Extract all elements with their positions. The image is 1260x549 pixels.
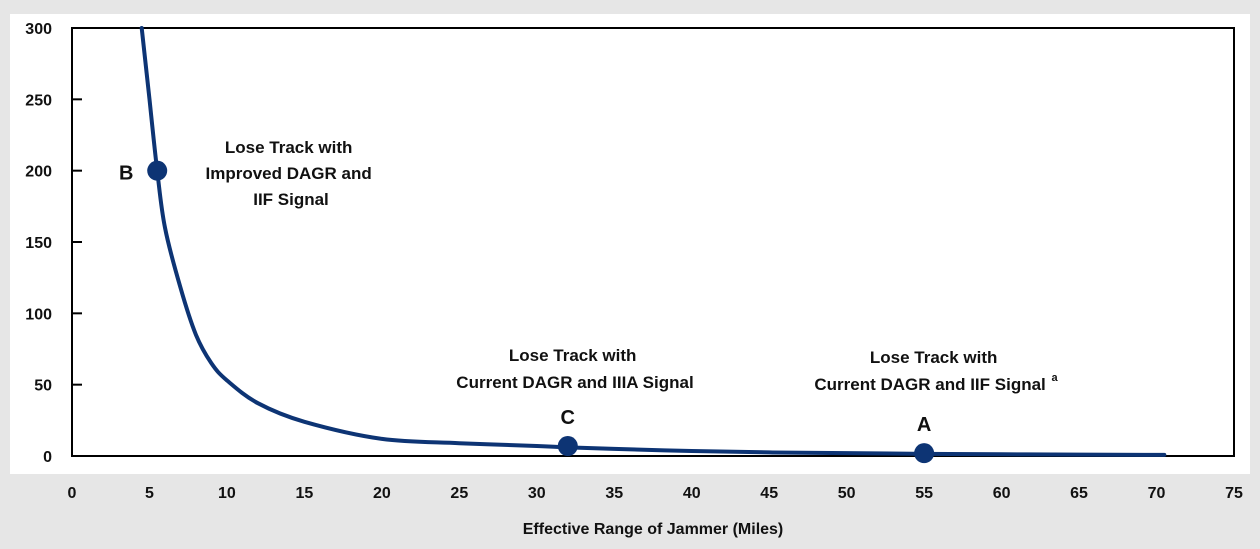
series-line <box>139 26 1167 457</box>
point-a <box>914 443 935 464</box>
y-tick-label: 150 <box>25 235 52 252</box>
x-tick-label: 65 <box>1070 485 1088 502</box>
x-tick-label: 15 <box>296 485 314 502</box>
y-tick-label: 0 <box>43 449 52 466</box>
point-label-c: C <box>561 407 575 429</box>
plot-background <box>10 14 1250 474</box>
point-b <box>147 160 168 181</box>
x-tick-label: 0 <box>68 485 77 502</box>
y-tick-label: 250 <box>25 92 52 109</box>
point-c <box>557 436 578 457</box>
y-tick-label: 100 <box>25 306 52 323</box>
x-tick-label: 55 <box>915 485 933 502</box>
x-tick-label: 45 <box>760 485 778 502</box>
x-tick-label: 35 <box>605 485 623 502</box>
y-tick-label: 300 <box>25 21 52 38</box>
annotation-a: Lose Track with Current DAGR and IIF Sig… <box>814 348 1058 394</box>
point-label-b: B <box>119 163 133 185</box>
x-tick-label: 50 <box>838 485 856 502</box>
x-tick-label: 5 <box>145 485 154 502</box>
x-tick-label: 20 <box>373 485 391 502</box>
x-tick-label: 25 <box>450 485 468 502</box>
plot-frame <box>71 27 1235 457</box>
y-tick-label: 200 <box>25 164 52 181</box>
x-tick-label: 70 <box>1148 485 1166 502</box>
x-tick-label: 30 <box>528 485 546 502</box>
y-tick-label: 50 <box>34 378 52 395</box>
annotation-b: Lose Track with Improved DAGR and IIF Si… <box>206 138 377 209</box>
x-tick-label: 40 <box>683 485 701 502</box>
x-tick-label: 10 <box>218 485 236 502</box>
x-axis-label: Effective Range of Jammer (Miles) <box>523 521 784 538</box>
annotation-c: Lose Track with Current DAGR and IIIA Si… <box>456 346 693 392</box>
point-label-a: A <box>917 414 931 436</box>
x-tick-label: 75 <box>1225 485 1243 502</box>
x-tick-label: 60 <box>993 485 1011 502</box>
